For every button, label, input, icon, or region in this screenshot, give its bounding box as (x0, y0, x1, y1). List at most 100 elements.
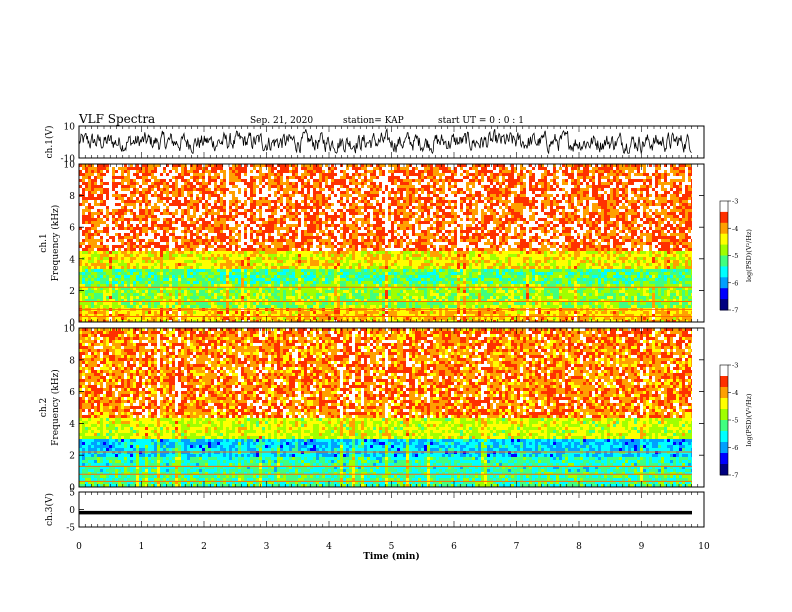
psd-cell (172, 203, 175, 206)
psd-cell (115, 305, 118, 308)
psd-cell (247, 224, 250, 227)
psd-cell (295, 263, 298, 266)
psd-cell (262, 224, 265, 227)
psd-cell (97, 188, 100, 191)
psd-cell (103, 218, 106, 221)
psd-cell (154, 239, 157, 242)
psd-cell (124, 305, 127, 308)
psd-cell (307, 263, 310, 266)
psd-cell (277, 188, 280, 191)
psd-cell (274, 263, 277, 266)
psd-cell (217, 230, 220, 233)
psd-cell (118, 320, 121, 322)
psd-cell (82, 164, 85, 167)
psd-cell (151, 275, 154, 278)
psd-cell (346, 170, 349, 173)
psd-cell (256, 170, 259, 173)
psd-cell (199, 167, 202, 170)
psd-cell (109, 170, 112, 173)
psd-cell (163, 305, 166, 308)
psd-cell (151, 170, 154, 173)
psd-cell (253, 248, 256, 251)
psd-cell (184, 194, 187, 197)
psd-cell (160, 182, 163, 185)
psd-cell (316, 200, 319, 203)
psd-cell (301, 170, 304, 173)
psd-cell (286, 218, 289, 221)
psd-cell (82, 209, 85, 212)
psd-cell (220, 185, 223, 188)
psd-cell (280, 254, 283, 257)
psd-cell (181, 185, 184, 188)
psd-cell (301, 314, 304, 317)
psd-cell (289, 236, 292, 239)
psd-cell (151, 191, 154, 194)
psd-cell (175, 257, 178, 260)
psd-cell (88, 194, 91, 197)
psd-cell (91, 182, 94, 185)
psd-cell (205, 185, 208, 188)
psd-cell (187, 317, 190, 320)
psd-cell (346, 278, 349, 281)
psd-cell (94, 260, 97, 263)
psd-cell (103, 281, 106, 284)
psd-cell (148, 266, 151, 269)
psd-cell (199, 170, 202, 173)
psd-cell (196, 302, 199, 305)
psd-cell (169, 245, 172, 248)
psd-cell (115, 212, 118, 215)
psd-cell (103, 320, 106, 322)
psd-cell (301, 167, 304, 170)
psd-cell (172, 254, 175, 257)
psd-cell (268, 173, 271, 176)
psd-cell (328, 170, 331, 173)
psd-cell (178, 257, 181, 260)
psd-cell (286, 314, 289, 317)
psd-cell (190, 200, 193, 203)
psd-cell (166, 227, 169, 230)
psd-cell (175, 260, 178, 263)
psd-cell (298, 227, 301, 230)
psd-cell (148, 305, 151, 308)
psd-cell (172, 200, 175, 203)
psd-cell (196, 287, 199, 290)
psd-cell (268, 314, 271, 317)
psd-cell (193, 221, 196, 224)
psd-cell (181, 290, 184, 293)
psd-cell (193, 320, 196, 322)
psd-cell (109, 305, 112, 308)
psd-cell (340, 263, 343, 266)
psd-cell (250, 260, 253, 263)
psd-cell (283, 266, 286, 269)
psd-cell (295, 194, 298, 197)
psd-cell (121, 218, 124, 221)
psd-cell (331, 176, 334, 179)
psd-cell (304, 182, 307, 185)
psd-cell (124, 251, 127, 254)
psd-cell (322, 194, 325, 197)
psd-cell (202, 287, 205, 290)
psd-cell (253, 203, 256, 206)
psd-cell (319, 200, 322, 203)
psd-cell (205, 188, 208, 191)
psd-cell (133, 239, 136, 242)
psd-cell (292, 314, 295, 317)
psd-cell (100, 218, 103, 221)
psd-cell (205, 179, 208, 182)
psd-cell (271, 227, 274, 230)
psd-cell (118, 164, 121, 167)
psd-cell (259, 197, 262, 200)
psd-cell (325, 236, 328, 239)
psd-cell (304, 200, 307, 203)
psd-cell (100, 200, 103, 203)
psd-cell (133, 176, 136, 179)
psd-cell (184, 251, 187, 254)
psd-cell (157, 293, 160, 296)
psd-cell (247, 260, 250, 263)
psd-cell (88, 230, 91, 233)
psd-cell (220, 305, 223, 308)
psd-cell (346, 296, 349, 299)
psd-cell (94, 263, 97, 266)
psd-cell (82, 296, 85, 299)
psd-cell (178, 296, 181, 299)
